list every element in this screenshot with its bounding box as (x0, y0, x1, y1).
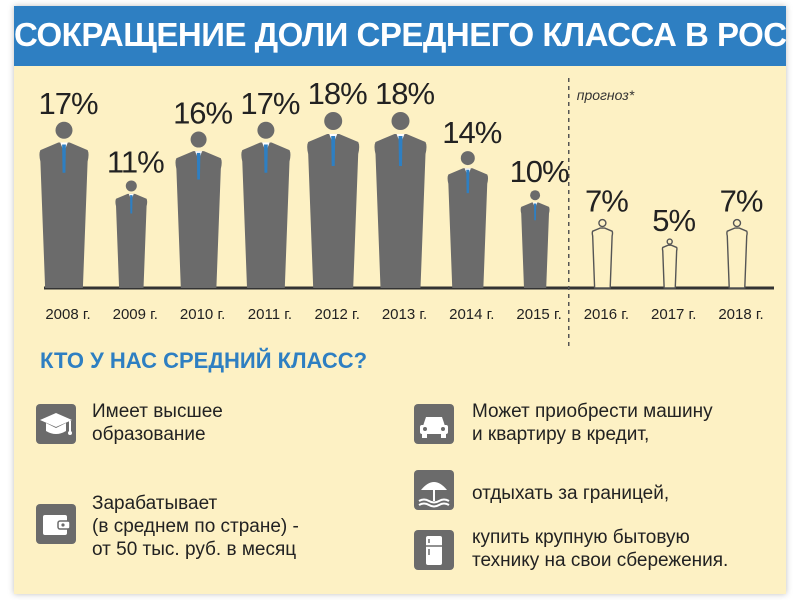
value-label: 16% (173, 96, 232, 131)
x-tick-label: 2018 г. (718, 306, 763, 323)
bar-figure (447, 151, 489, 288)
info-line: Имеет высшее (92, 401, 223, 422)
infographic-card: СОКРАЩЕНИЕ ДОЛИ СРЕДНЕГО КЛАССА В РОССИИ… (14, 6, 786, 594)
value-label: 18% (375, 76, 434, 111)
value-label: 7% (720, 184, 763, 219)
chart-title: СОКРАЩЕНИЕ ДОЛИ СРЕДНЕГО КЛАССА В РОССИИ (14, 16, 786, 53)
x-tick-label: 2016 г. (584, 306, 629, 323)
info-line: отдыхать за границей, (472, 483, 670, 504)
info-line: Зарабатывает (92, 493, 218, 514)
x-tick-label: 2013 г. (382, 306, 427, 323)
x-tick-label: 2010 г. (180, 306, 225, 323)
bar-figure (520, 190, 550, 288)
value-label: 17% (240, 86, 299, 121)
bar-figure (39, 121, 89, 288)
info-line: Может приобрести машину (472, 401, 713, 422)
value-label: 17% (38, 86, 97, 121)
x-tick-label: 2009 г. (113, 306, 158, 323)
value-label: 14% (442, 115, 501, 150)
bar-figure (241, 121, 291, 288)
x-tick-label: 2014 г. (449, 306, 494, 323)
x-tick-label: 2012 г. (315, 306, 360, 323)
info-line: образование (92, 424, 206, 445)
info-line: и квартиру в кредит, (472, 424, 650, 445)
bar-figure (661, 238, 678, 289)
info-line: технику на свои сбережения. (472, 550, 729, 571)
value-label: 10% (510, 154, 569, 189)
value-label: 18% (308, 76, 367, 111)
bar-figure (115, 180, 148, 288)
refrigerator-icon (414, 530, 454, 570)
car-icon (414, 404, 454, 444)
bar-figure (175, 131, 222, 288)
value-label: 11% (107, 144, 164, 179)
info-line: (в среднем по стране) - (92, 516, 299, 537)
x-tick-label: 2008 г. (45, 306, 90, 323)
info-line: от 50 тыс. руб. в месяц (92, 539, 297, 560)
x-tick-label: 2017 г. (651, 306, 696, 323)
title-bar: СОКРАЩЕНИЕ ДОЛИ СРЕДНЕГО КЛАССА В РОССИИ (14, 6, 786, 66)
bar-figure (307, 112, 360, 288)
forecast-label: прогноз* (577, 87, 635, 103)
value-label: 5% (652, 203, 695, 238)
x-tick-label: 2011 г. (248, 306, 292, 323)
wallet-icon (36, 504, 76, 544)
graduation-cap-icon (36, 404, 76, 444)
info-line: купить крупную бытовую (472, 527, 690, 548)
bar-figure (374, 112, 427, 288)
bar-figure (726, 218, 748, 289)
bar-figure (591, 218, 614, 289)
value-label: 7% (585, 184, 628, 219)
x-tick-label: 2015 г. (516, 306, 561, 323)
info-heading: КТО У НАС СРЕДНИЙ КЛАСС? (40, 348, 368, 373)
chart: прогноз* 17% 2008 г. 11% 2009 г. 16% 2010 г. 17… (38, 76, 774, 346)
beach-umbrella-icon (414, 470, 454, 510)
